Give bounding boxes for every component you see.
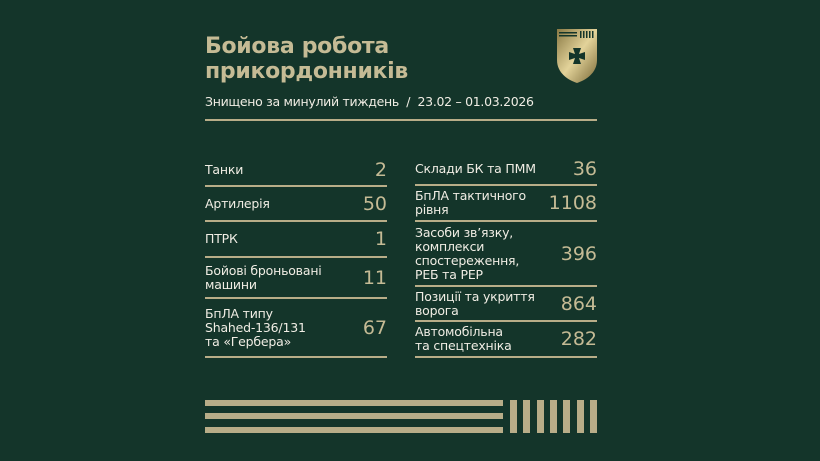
stripe bbox=[510, 400, 517, 433]
stat-row: Позиції та укриття ворога 864 bbox=[415, 287, 597, 322]
stat-label: Позиції та укриття ворога bbox=[415, 288, 535, 318]
stat-label: ПТРК bbox=[205, 231, 238, 246]
stat-label: Автомобільна та спецтехніка bbox=[415, 324, 512, 353]
stat-row: БпЛА типу Shahed-136/131 та «Гербера» 67 bbox=[205, 299, 387, 358]
page-title: Бойова робота прикордонників bbox=[205, 34, 409, 84]
stat-value: 36 bbox=[572, 158, 597, 180]
stripe bbox=[577, 400, 584, 433]
stripe bbox=[563, 400, 570, 433]
stripe bbox=[550, 400, 557, 433]
stat-row: Артилерія 50 bbox=[205, 187, 387, 222]
stat-row: Склади БК та ПММ 36 bbox=[415, 154, 597, 186]
stat-label: Артилерія bbox=[205, 195, 270, 211]
stripe bbox=[205, 400, 503, 406]
stat-value: 67 bbox=[362, 316, 387, 339]
stat-row: Засоби зв’язку, комплекси спостереження,… bbox=[415, 222, 597, 287]
stripe bbox=[205, 427, 503, 433]
stat-label: Танки bbox=[205, 161, 244, 177]
stat-value: 1 bbox=[374, 228, 387, 250]
stat-value: 282 bbox=[560, 328, 597, 350]
stat-value: 396 bbox=[560, 242, 597, 265]
divider bbox=[205, 119, 597, 121]
stripe bbox=[590, 400, 597, 433]
stat-value: 864 bbox=[560, 292, 597, 315]
stat-row: Танки 2 bbox=[205, 154, 387, 187]
stat-label: Склади БК та ПММ bbox=[415, 161, 536, 176]
stats-left-column: Танки 2 Артилерія 50 ПТРК 1 Бойові броньова… bbox=[205, 154, 387, 358]
stat-value: 11 bbox=[362, 266, 387, 289]
stat-row: ПТРК 1 bbox=[205, 222, 387, 258]
stripe bbox=[523, 400, 530, 433]
period-subtitle: Знищено за минулий тиждень / 23.02 – 01.… bbox=[205, 94, 534, 109]
stripe bbox=[205, 413, 503, 419]
stat-value: 50 bbox=[362, 192, 387, 215]
stripe bbox=[537, 400, 544, 433]
stat-label: Бойові броньовані машини bbox=[205, 262, 322, 292]
border-guard-shield-cross-icon bbox=[557, 29, 597, 83]
stat-label: Засоби зв’язку, комплекси спостереження,… bbox=[415, 224, 520, 282]
stat-value: 1108 bbox=[548, 192, 597, 214]
stat-value: 2 bbox=[374, 158, 387, 181]
stat-label: БпЛА тактичного рівня bbox=[415, 188, 526, 217]
stat-row: Бойові броньовані машини 11 bbox=[205, 258, 387, 299]
stat-row: БпЛА тактичного рівня 1108 bbox=[415, 186, 597, 222]
stat-label: БпЛА типу Shahed-136/131 та «Гербера» bbox=[205, 305, 306, 349]
stat-row: Автомобільна та спецтехніка 282 bbox=[415, 322, 597, 358]
stats-right-column: Склади БК та ПММ 36 БпЛА тактичного рівня… bbox=[415, 154, 597, 358]
